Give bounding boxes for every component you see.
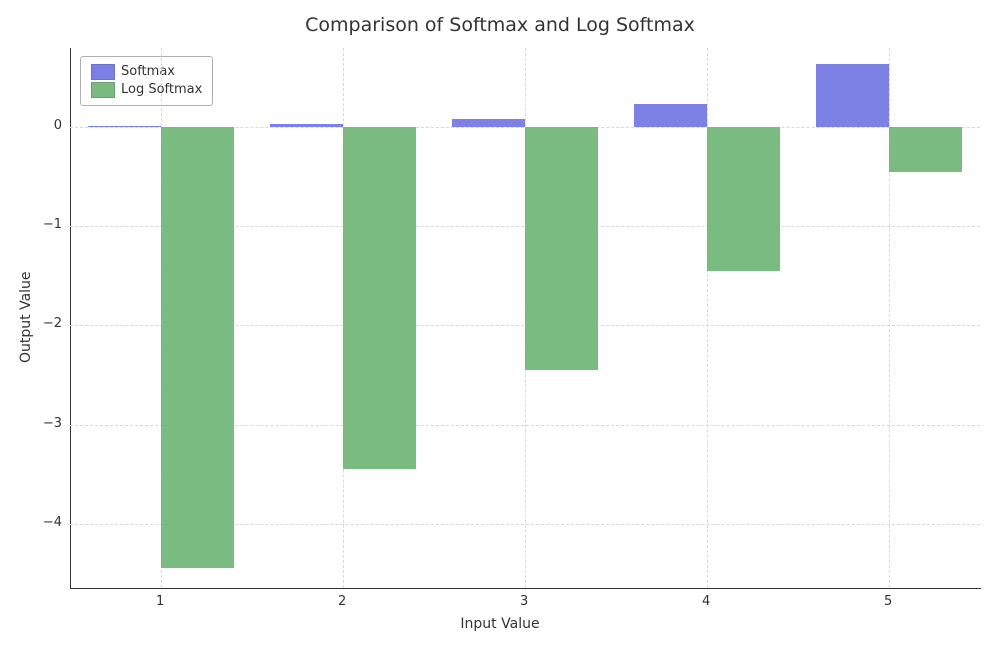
legend-label: Softmax [121, 63, 175, 81]
legend-item: Softmax [91, 63, 202, 81]
y-axis-label: Output Value [18, 271, 34, 363]
y-tick-label: −4 [43, 515, 62, 530]
legend-swatch [91, 82, 115, 98]
legend-item: Log Softmax [91, 81, 202, 99]
bar [343, 127, 416, 469]
bar [270, 124, 343, 127]
legend-swatch [91, 64, 115, 80]
bar [634, 104, 707, 127]
bar [707, 127, 780, 271]
bar [88, 126, 161, 127]
x-tick-label: 5 [884, 594, 892, 609]
chart-container: Comparison of Softmax and Log Softmax Ou… [0, 0, 1000, 650]
x-tick-label: 2 [338, 594, 346, 609]
bar [452, 119, 525, 128]
x-tick-label: 1 [156, 594, 164, 609]
chart-title: Comparison of Softmax and Log Softmax [0, 14, 1000, 36]
x-tick-label: 3 [520, 594, 528, 609]
y-tick-label: −1 [43, 217, 62, 232]
legend: SoftmaxLog Softmax [80, 56, 213, 106]
y-tick-label: 0 [54, 118, 62, 133]
bar [525, 127, 598, 370]
y-tick-label: −3 [43, 416, 62, 431]
y-tick-label: −2 [43, 316, 62, 331]
x-tick-label: 4 [702, 594, 710, 609]
bar [161, 127, 234, 568]
bar [816, 64, 889, 127]
x-axis-label: Input Value [0, 616, 1000, 632]
bar [889, 127, 962, 172]
